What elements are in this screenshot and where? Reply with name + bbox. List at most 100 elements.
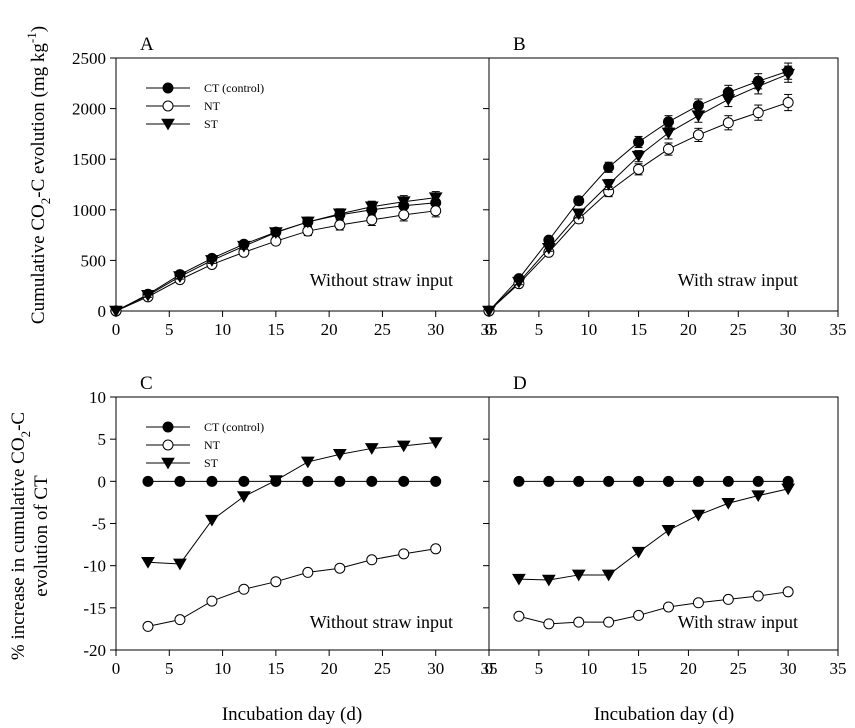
y-tick-label: 0 xyxy=(98,472,107,491)
marker-open-circle xyxy=(334,562,346,574)
marker-open-circle xyxy=(513,610,525,622)
marker-filled-circle xyxy=(162,82,174,94)
marker-triangle-down xyxy=(141,556,155,569)
x-tick-label: 20 xyxy=(321,659,338,678)
panel-d: 0 5 10 15 20 25 30 35 D With straw input xyxy=(483,373,847,678)
panel-annotation: With straw input xyxy=(678,270,798,290)
marker-triangle-down xyxy=(109,305,123,318)
legend-entry: ST xyxy=(204,117,219,131)
series-line xyxy=(115,210,436,312)
marker-filled-circle xyxy=(722,475,734,487)
y-tick-label: 2500 xyxy=(72,49,106,68)
marker-open-circle xyxy=(142,620,154,632)
marker-triangle-down xyxy=(721,94,736,106)
marker-triangle-down xyxy=(781,68,796,81)
marker-triangle-down xyxy=(364,201,379,214)
x-tick-label: 25 xyxy=(374,320,391,339)
y-tick-label: 0 xyxy=(98,302,107,321)
panel-label: B xyxy=(513,34,526,55)
marker-triangle-down xyxy=(751,490,766,503)
x-tick-label: 10 xyxy=(580,659,597,678)
marker-triangle-down xyxy=(396,440,411,453)
marker-triangle-down xyxy=(332,449,347,461)
marker-open-circle xyxy=(162,439,174,451)
marker-triangle-down xyxy=(268,227,283,239)
marker-filled-circle xyxy=(633,475,645,487)
y-tick-label: -15 xyxy=(83,599,106,618)
marker-triangle-down xyxy=(173,271,187,283)
marker-open-circle xyxy=(366,554,378,566)
marker-filled-circle xyxy=(662,116,674,128)
series-line xyxy=(115,202,436,312)
x-tick-label: 0 xyxy=(485,659,494,678)
panel-frame xyxy=(488,57,839,312)
x-tick-label: 30 xyxy=(780,659,797,678)
x-tick-label: 35 xyxy=(481,320,498,339)
marker-open-circle xyxy=(692,597,704,609)
marker-open-circle xyxy=(430,543,442,555)
x-tick-label: 25 xyxy=(374,659,391,678)
y-axis-label-bottom-line1: % increase in cumulative CO2-C xyxy=(8,412,33,660)
marker-open-circle xyxy=(398,209,410,221)
legend: CT (control) NT ST xyxy=(146,81,264,131)
marker-open-circle xyxy=(398,548,410,560)
panel-label: C xyxy=(140,373,153,394)
series-line xyxy=(518,591,789,625)
marker-filled-circle xyxy=(573,195,585,207)
series-st xyxy=(141,437,443,571)
y-tick-label: -10 xyxy=(83,557,106,576)
marker-triangle-down xyxy=(428,437,443,449)
marker-open-circle xyxy=(174,614,186,626)
marker-open-circle xyxy=(603,616,615,628)
marker-triangle-down xyxy=(512,276,526,289)
marker-open-circle xyxy=(573,616,585,628)
marker-triangle-down xyxy=(661,524,676,537)
x-tick-label: 25 xyxy=(730,659,747,678)
marker-open-circle xyxy=(366,214,378,226)
x-tick-label: 35 xyxy=(830,659,847,678)
marker-triangle-down xyxy=(428,192,443,205)
y-tick-label: 1000 xyxy=(72,201,106,220)
marker-triangle-down xyxy=(631,150,646,163)
y-axis-label-bottom-line2: evolution of CT xyxy=(31,475,52,597)
legend-entry: CT (control) xyxy=(204,81,264,95)
x-tick-label: 30 xyxy=(780,320,797,339)
y-tick-label: 5 xyxy=(98,430,107,449)
marker-triangle-down xyxy=(721,497,736,510)
marker-filled-circle xyxy=(206,475,218,487)
series-line xyxy=(115,197,436,312)
y-tick-label: 2000 xyxy=(72,100,106,119)
panel-c: 0 5 10 15 20 25 30 35 -20 -15 -10 -5 0 5 10 C Without st… xyxy=(83,373,497,678)
y-tick-label: -5 xyxy=(92,515,106,534)
marker-filled-circle xyxy=(302,475,314,487)
panel-annotation: Without straw input xyxy=(310,270,453,290)
marker-filled-circle xyxy=(238,475,250,487)
y-tick-label: 500 xyxy=(81,251,107,270)
marker-filled-circle xyxy=(543,475,555,487)
marker-open-circle xyxy=(692,129,704,141)
x-tick-label: 15 xyxy=(630,659,647,678)
y-axis-label-top: Cumulative CO2-C evolution (mg kg-1) xyxy=(24,26,53,324)
marker-open-circle xyxy=(722,117,734,129)
panel-label: D xyxy=(513,373,527,394)
marker-filled-circle xyxy=(662,475,674,487)
panel-annotation: With straw input xyxy=(678,612,798,632)
x-tick-label: 0 xyxy=(112,659,121,678)
marker-open-circle xyxy=(162,100,174,112)
x-tick-label: 30 xyxy=(427,320,444,339)
marker-open-circle xyxy=(633,163,645,175)
x-tick-label: 5 xyxy=(165,320,174,339)
axes-layer: 0 5 10 15 20 25 30 35 0 500 1000 15 0 0 2000 2500 A Witho… xyxy=(72,34,847,678)
marker-open-circle xyxy=(543,618,555,630)
marker-triangle-down xyxy=(300,216,315,229)
x-tick-label: 35 xyxy=(830,320,847,339)
y-tick-label: -20 xyxy=(83,641,106,660)
marker-triangle-down xyxy=(541,574,556,587)
panel-label: A xyxy=(140,34,154,55)
marker-triangle-down xyxy=(205,514,219,527)
x-tick-label: 15 xyxy=(630,320,647,339)
marker-triangle-down xyxy=(781,483,796,496)
marker-filled-circle xyxy=(692,475,704,487)
marker-triangle-down xyxy=(237,491,251,503)
y-tick-label: 10 xyxy=(89,388,106,407)
